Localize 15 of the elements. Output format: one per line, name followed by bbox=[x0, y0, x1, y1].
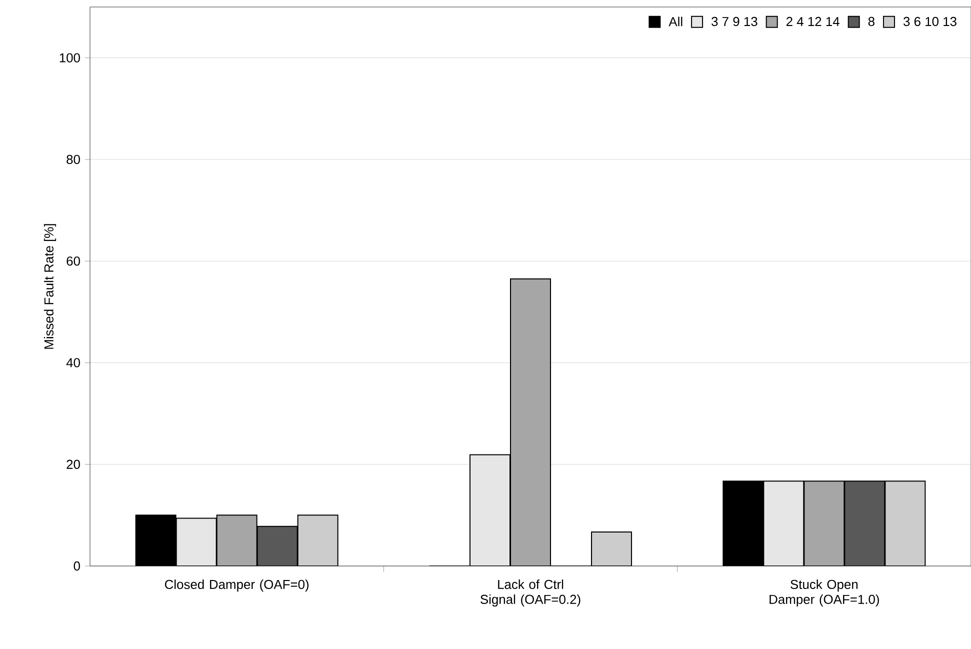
y-axis-title: Missed Fault Rate [%] bbox=[44, 224, 56, 349]
y-tick-label: 20 bbox=[66, 460, 80, 469]
legend-label: 3 7 9 13 bbox=[712, 16, 758, 26]
legend-label: All bbox=[668, 16, 682, 26]
y-tick-label: 40 bbox=[66, 358, 80, 368]
y-tick-label: 0 bbox=[74, 561, 80, 571]
x-tick-label: Lack of Ctrl Signal (OAF=0.2) bbox=[480, 580, 580, 607]
x-tick-label: Closed Damper (OAF=0) bbox=[164, 580, 309, 592]
y-tick-label: 80 bbox=[66, 154, 80, 164]
legend-label: 8 bbox=[868, 16, 874, 26]
x-tick-label: Stuck Open Damper (OAF=1.0) bbox=[770, 580, 879, 607]
legend-label: 3 6 10 13 bbox=[904, 16, 956, 26]
legend-label: 2 4 12 14 bbox=[786, 16, 840, 26]
y-tick-label: 100 bbox=[60, 53, 80, 62]
y-tick-label: 60 bbox=[66, 256, 80, 266]
